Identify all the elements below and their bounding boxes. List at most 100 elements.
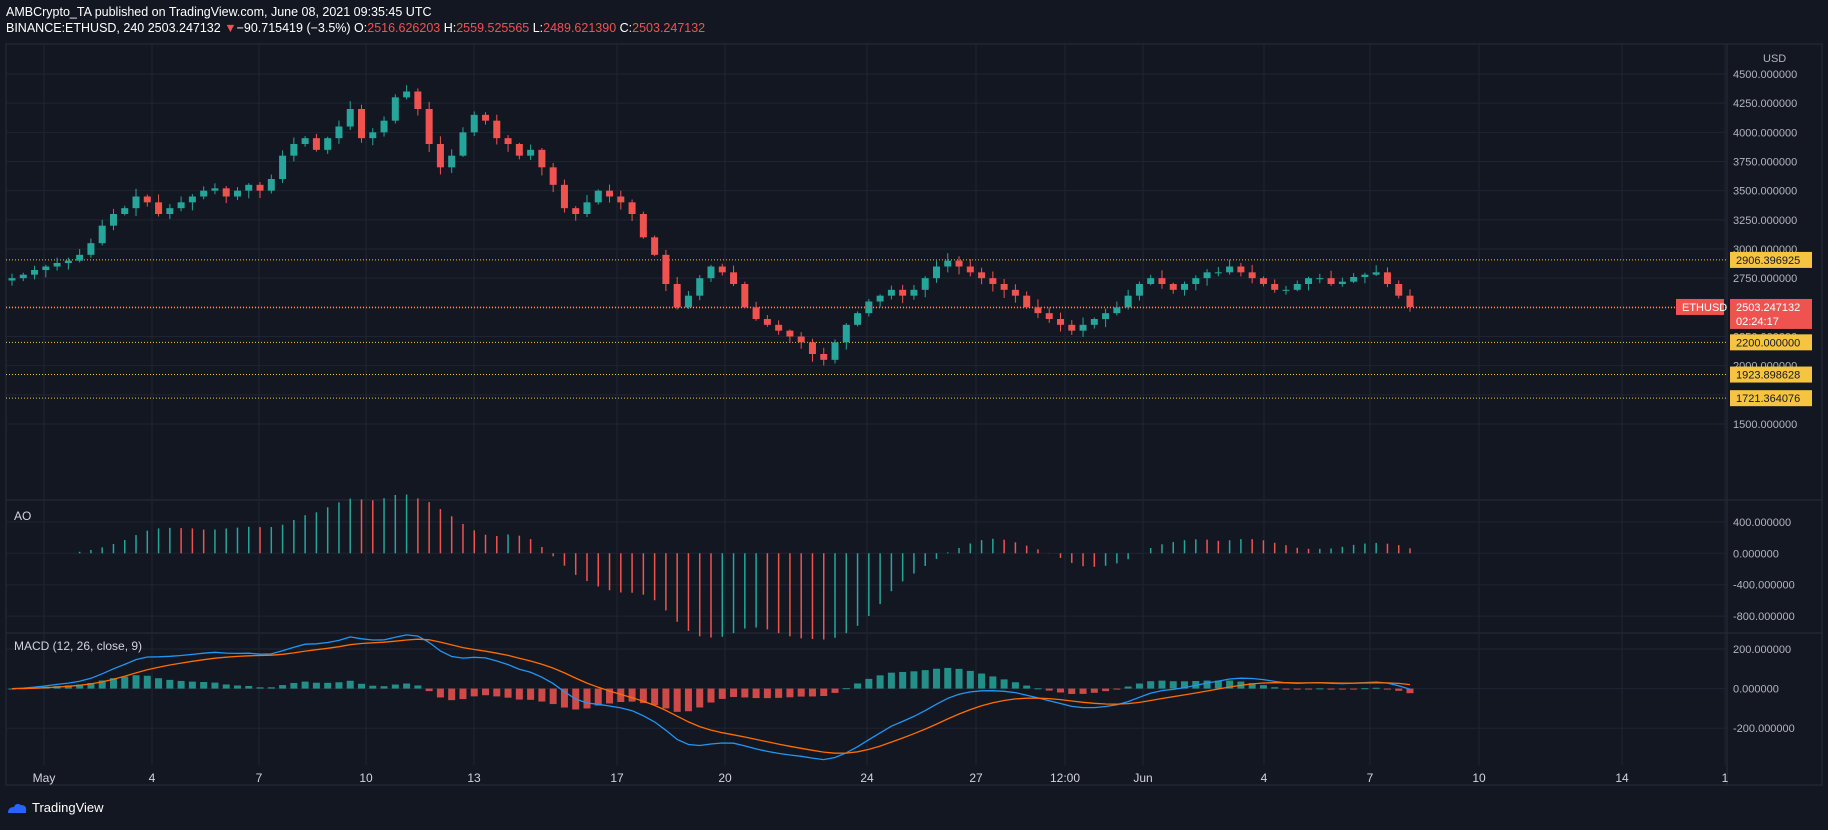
macd-hist-bar — [493, 688, 501, 697]
macd-tick-label: -200.000000 — [1733, 723, 1795, 735]
macd-hist-bar — [1203, 680, 1211, 689]
candle-body — [741, 284, 749, 308]
macd-hist-bar — [64, 685, 72, 689]
macd-hist-bar — [1169, 681, 1177, 689]
macd-hist-bar — [1079, 688, 1087, 694]
tradingview-cloud-icon — [8, 803, 27, 813]
candle-body — [910, 289, 918, 296]
macd-hist-bar — [560, 688, 568, 708]
macd-hist-bar — [921, 670, 929, 689]
author-name[interactable]: AMBCrypto_TA — [6, 5, 92, 19]
macd-hist-bar — [403, 683, 411, 689]
publish-info: AMBCrypto_TA published on TradingView.co… — [6, 5, 432, 19]
macd-hist-bar — [301, 681, 309, 689]
macd-hist-bar — [324, 682, 332, 689]
candle-body — [978, 272, 986, 279]
macd-hist-bar — [549, 688, 557, 705]
candle-body — [684, 295, 692, 308]
candle-body — [651, 237, 659, 255]
macd-hist-bar — [414, 685, 422, 689]
candle-body — [673, 284, 681, 308]
time-axis-label: 27 — [969, 771, 983, 785]
candle-body — [358, 109, 365, 139]
price-tick-label: 1500.000000 — [1733, 419, 1797, 431]
candles — [8, 85, 1414, 366]
macd-hist-bar — [256, 687, 264, 689]
candle-body — [64, 260, 72, 263]
candle-body — [989, 278, 997, 284]
macd-hist-bar — [639, 688, 647, 704]
change-value: −90.715419 (−3.5%) — [236, 21, 351, 35]
macd-histogram — [8, 667, 1414, 712]
candle-body — [312, 138, 320, 150]
candle-body — [482, 114, 490, 121]
macd-hist-bar — [459, 688, 467, 700]
macd-hist-bar — [245, 685, 253, 689]
candle-body — [639, 214, 647, 238]
candle-body — [155, 202, 163, 214]
candle-body — [459, 132, 467, 156]
macd-hist-bar — [651, 688, 659, 706]
macd-hist-bar — [538, 688, 546, 702]
time-axis-label: 17 — [610, 771, 624, 785]
time-axis-label: 13 — [467, 771, 481, 785]
candle-body — [921, 278, 929, 290]
candle-body — [887, 289, 895, 296]
signal-line — [11, 638, 1411, 754]
last-price-symbol: ETHUSD — [1682, 302, 1727, 314]
macd-hist-bar — [583, 688, 591, 709]
macd-hist-bar — [696, 688, 704, 708]
candle-body — [842, 324, 850, 343]
candle-body — [1316, 278, 1324, 280]
candle-body — [696, 278, 704, 296]
macd-hist-bar — [335, 682, 343, 689]
candle-body — [1305, 278, 1313, 284]
macd-hist-bar — [741, 688, 749, 698]
macd-hist-bar — [797, 688, 805, 697]
macd-hist-bar — [1271, 687, 1279, 689]
macd-hist-bar — [932, 668, 940, 689]
level-price-label: 1923.898628 — [1736, 370, 1800, 382]
low-value: 2489.621390 — [543, 21, 617, 35]
macd-hist-bar — [1147, 681, 1155, 689]
candle-body — [346, 109, 354, 127]
macd-hist-bar — [966, 670, 974, 689]
macd-hist-bar — [1181, 681, 1189, 689]
candle-body — [493, 120, 501, 139]
candle-body — [831, 342, 839, 360]
candle-body — [606, 190, 614, 197]
macd-hist-bar — [312, 682, 320, 689]
candle-body — [1226, 266, 1234, 273]
tradingview-footer[interactable]: TradingView — [6, 800, 104, 815]
macd-hist-bar — [188, 681, 196, 689]
macd-hist-bar — [775, 688, 783, 698]
high-value: 2559.525565 — [456, 21, 530, 35]
candle-body — [899, 289, 907, 296]
candle-body — [19, 274, 27, 279]
macd-hist-bar — [380, 686, 388, 689]
candle-body — [730, 272, 738, 284]
candle-body — [109, 214, 117, 226]
macd-hist-bar — [887, 672, 895, 689]
candle-body — [1248, 272, 1256, 279]
candle-body — [380, 120, 388, 133]
macd-hist-bar — [1102, 688, 1110, 692]
macd-hist-bar — [842, 688, 850, 690]
macd-hist-bar — [1395, 688, 1403, 691]
macd-hist-bar — [1090, 688, 1098, 693]
macd-hist-bar — [155, 678, 163, 689]
time-axis-label: 14 — [1615, 771, 1629, 785]
open-label: O: — [354, 21, 368, 35]
macd-hist-bar — [211, 682, 219, 689]
price-chart[interactable]: 4500.000000 4250.000000 4000.000000 3750.00… — [0, 0, 1828, 790]
candle-body — [786, 330, 794, 337]
price-tick-label: 4000.000000 — [1733, 127, 1797, 139]
macd-hist-bar — [1338, 688, 1346, 690]
macd-hist-bar — [391, 684, 399, 689]
candle-body — [42, 266, 50, 270]
candle-body — [177, 202, 185, 209]
macd-hist-bar — [1124, 686, 1132, 689]
candle-body — [752, 307, 760, 319]
candle-body — [98, 225, 106, 244]
macd-hist-bar — [76, 684, 84, 689]
